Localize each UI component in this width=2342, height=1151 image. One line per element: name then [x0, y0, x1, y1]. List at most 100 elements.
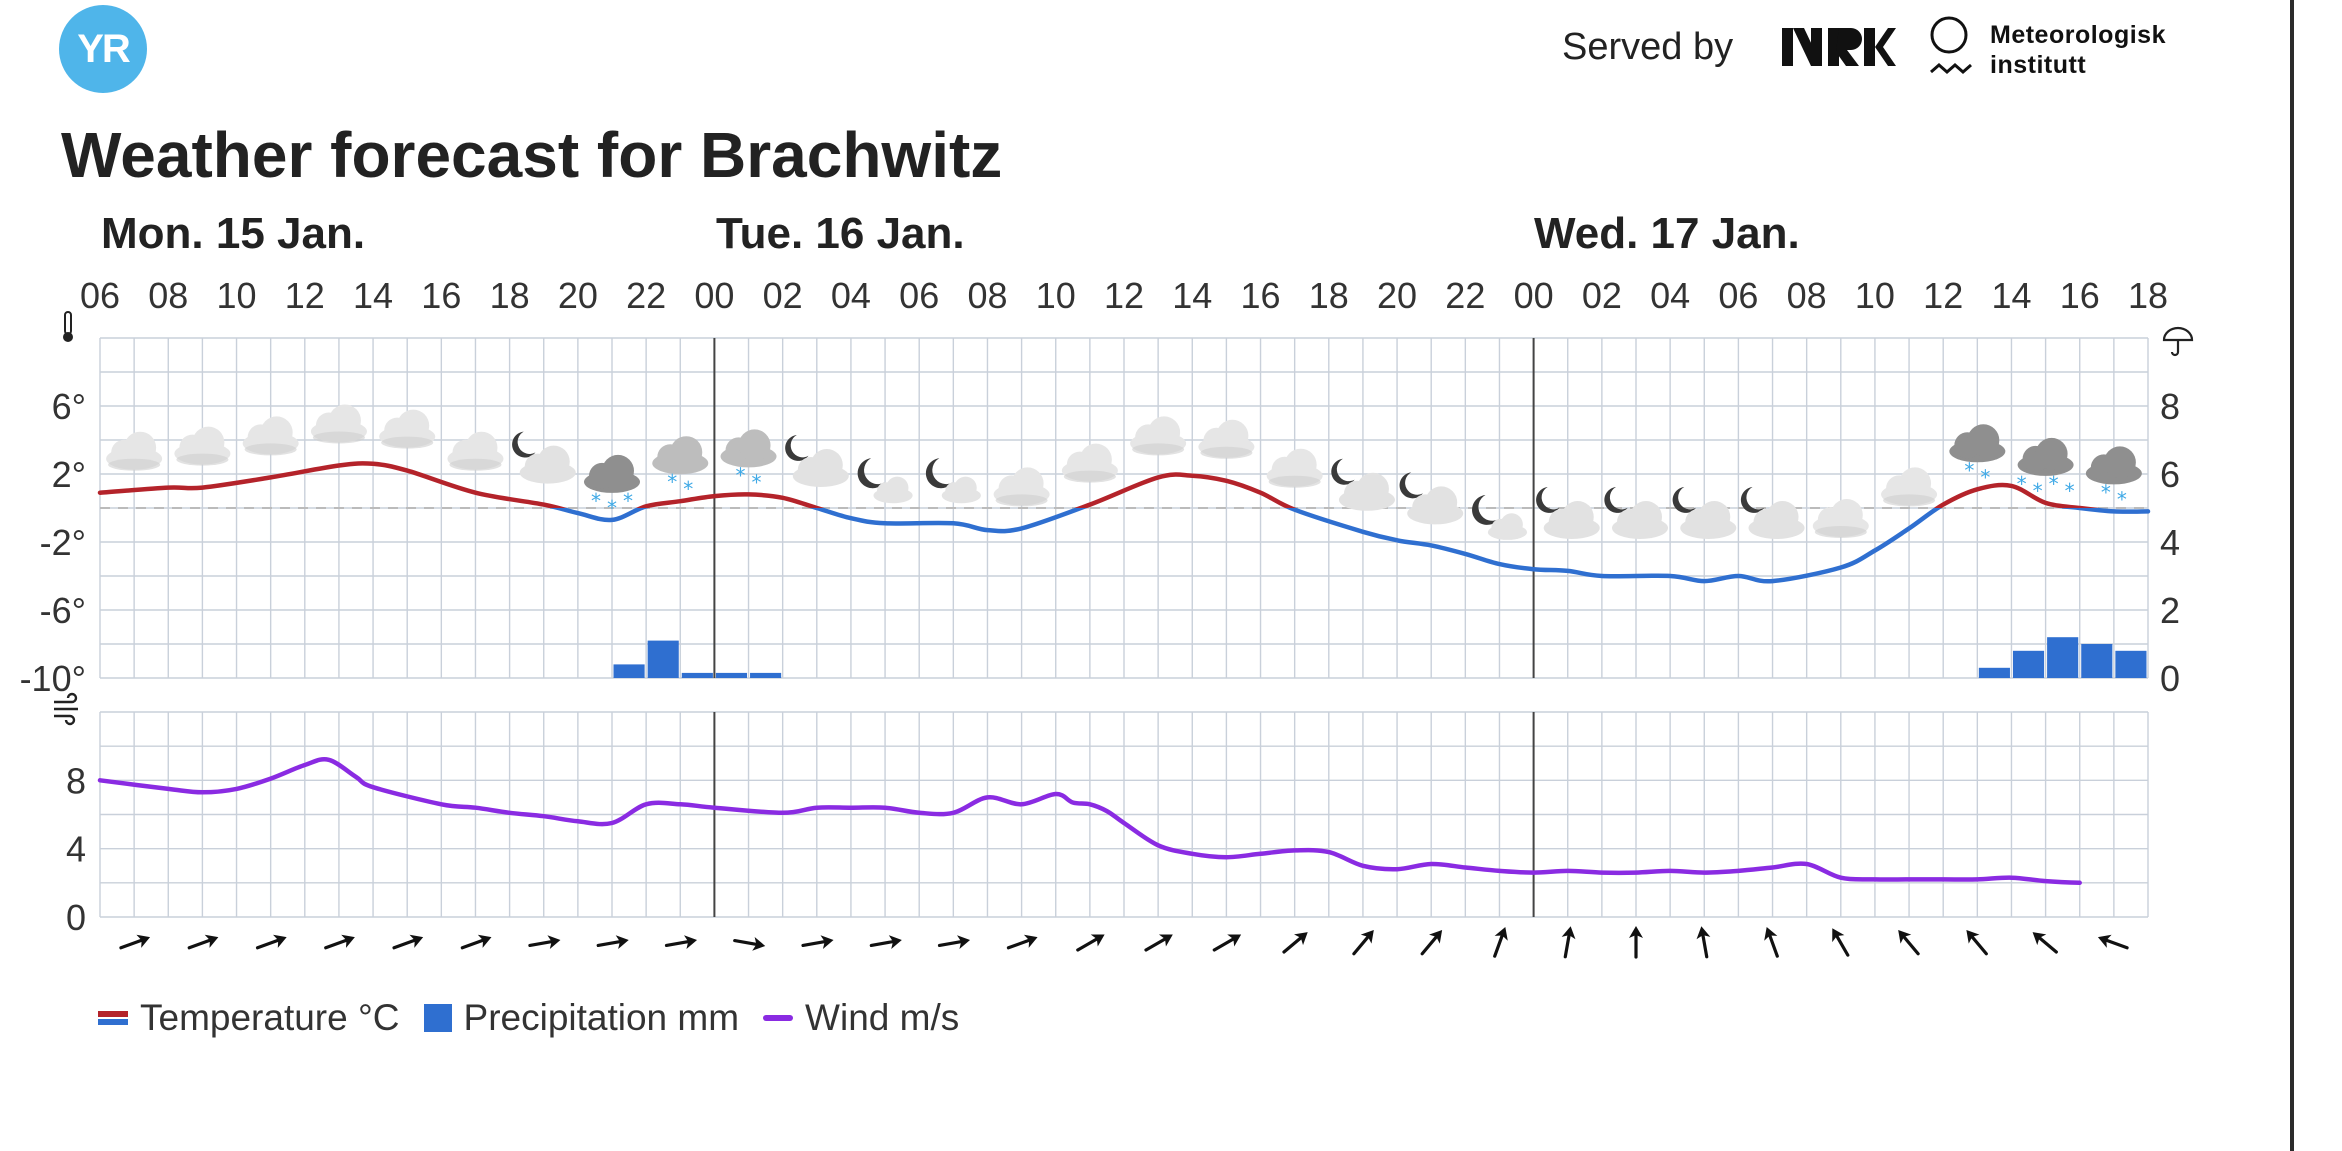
wind-arrow-shaft: [528, 939, 558, 948]
wind-direction-arrow: [596, 935, 629, 950]
cloud-shape: [1698, 501, 1731, 533]
weather-icon-moon-cloud: [785, 435, 849, 487]
hour-tick-label: 16: [2060, 275, 2100, 316]
wind-arrow-shaft: [2101, 937, 2129, 950]
weather-icon-moon-cloud: [1740, 487, 1805, 539]
cloud-shape: [1561, 501, 1594, 533]
wind-direction-arrow: [1966, 929, 1988, 956]
cloud-shape: [260, 416, 293, 449]
hour-tick-label: 22: [626, 275, 666, 316]
cloud-shape: [2103, 446, 2136, 479]
weather-icon-snow-dark: * *: [2085, 446, 2142, 511]
wind-direction-arrow: [2097, 934, 2129, 950]
hour-tick-label: 22: [1445, 275, 1485, 316]
wind-direction-arrow: [1493, 927, 1508, 958]
cloud-shadow: [995, 494, 1048, 507]
wind-arrow-shaft: [255, 937, 284, 950]
cloud-shape: [1830, 499, 1863, 531]
wind-direction-arrow: [460, 934, 492, 950]
hour-tick-label: 10: [1036, 275, 1076, 316]
moon-shape: [1472, 495, 1499, 525]
cloud-shadow: [449, 458, 502, 471]
cloud-shape: [537, 445, 570, 478]
wind-arrow-head: [1158, 934, 1173, 947]
hour-tick-label: 06: [80, 275, 120, 316]
hour-tick-label: 16: [1241, 275, 1281, 316]
cloud-shape: [1284, 448, 1317, 481]
wind-arrow-head: [1360, 929, 1374, 944]
cloud-shadow: [176, 453, 229, 466]
precipitation-tick-label: 6: [2160, 454, 2180, 495]
day-label: Tue. 16 Jan.: [716, 209, 965, 258]
hour-tick-label: 14: [1172, 275, 1212, 316]
wind-arrow-shaft: [1420, 932, 1441, 956]
hour-tick-label: 04: [831, 275, 871, 316]
met-institute-line-2: institutt: [1990, 51, 2087, 79]
wind-arrow-head: [888, 935, 902, 950]
chart-legend: Temperature °C Precipitation mm Wind m/s: [98, 993, 983, 1043]
legend-precipitation-swatch: [423, 1004, 452, 1032]
snowflake-icon: *: [667, 470, 677, 494]
weather-icon-moon-small: [857, 458, 913, 504]
wind-arrow-head: [1629, 926, 1643, 938]
umbrella-canopy: [2162, 326, 2194, 342]
cloud-shape: [670, 436, 703, 469]
cloud-shape: [124, 431, 157, 464]
precipitation-bar: [613, 664, 645, 678]
hour-tick-label: 02: [763, 275, 803, 316]
precipitation-tick-label: 8: [2160, 386, 2180, 427]
temperature-tick-label: 6°: [52, 386, 86, 427]
snowflake-icon: *: [2033, 479, 2043, 503]
window-edge: [2290, 0, 2294, 1151]
met-institute-logo[interactable]: [1928, 14, 1974, 84]
moon-shape: [512, 431, 536, 458]
snowflake-icon: *: [2049, 472, 2059, 496]
precipitation-bar: [2081, 644, 2113, 678]
wind-arrow-shaft: [801, 939, 831, 948]
wind-arrow-head: [1696, 926, 1711, 940]
wind-direction-arrow: [392, 934, 424, 950]
cloud-shadow: [108, 458, 161, 471]
hour-tick-label: 10: [1855, 275, 1895, 316]
wind-arrow-shaft: [1700, 929, 1709, 959]
nrk-logo[interactable]: [1782, 24, 1896, 70]
snowflake-icon: *: [736, 463, 746, 487]
cloud-shape: [1899, 467, 1932, 500]
wind-arrow-head: [752, 936, 766, 951]
wind-arrow-head: [409, 934, 424, 948]
weather-icon-moon-small: [1472, 495, 1528, 540]
hour-tick-label: 08: [148, 275, 188, 316]
cloud-shadow: [1132, 443, 1185, 456]
precipitation-bar: [2115, 650, 2147, 678]
legend-wind: Wind m/s: [763, 997, 959, 1039]
moon-shape: [1331, 458, 1355, 485]
cloud-shape: [1216, 419, 1249, 452]
wind-direction-arrow: [869, 935, 902, 950]
cloud-shape: [465, 431, 498, 464]
hour-tick-label: 18: [490, 275, 530, 316]
moon-shape: [1399, 472, 1423, 499]
wind-direction-arrow: [1006, 934, 1038, 950]
weather-icon-cloud: [1266, 448, 1323, 488]
weather-icon-cloud: [1812, 499, 1869, 538]
cloud-shadow: [1814, 526, 1867, 538]
temperature-line-cold: [548, 508, 2151, 584]
cloud-shape: [954, 476, 977, 499]
snowflake-icon: *: [752, 470, 762, 494]
wind-arrow-head: [957, 935, 971, 950]
wind-direction-arrow: [801, 935, 834, 950]
thermometer-bulb: [63, 332, 73, 342]
yr-logo[interactable]: YR: [59, 5, 147, 93]
precipitation-bar: [2012, 650, 2045, 678]
cloud-shape: [886, 476, 909, 499]
wind-arrow-shaft: [392, 937, 421, 950]
wind-arrow-head: [1764, 927, 1778, 941]
weather-icon-cloud: [1130, 416, 1187, 456]
hour-tick-label: 14: [353, 275, 393, 316]
hour-tick-label: 00: [1514, 275, 1554, 316]
weather-icon-cloud: [1061, 443, 1118, 483]
cloud-shape: [810, 449, 843, 481]
weather-icon-cloud: [379, 409, 436, 449]
wind-direction-arrow: [1898, 929, 1920, 956]
wind-arrow-shaft: [1766, 930, 1779, 958]
